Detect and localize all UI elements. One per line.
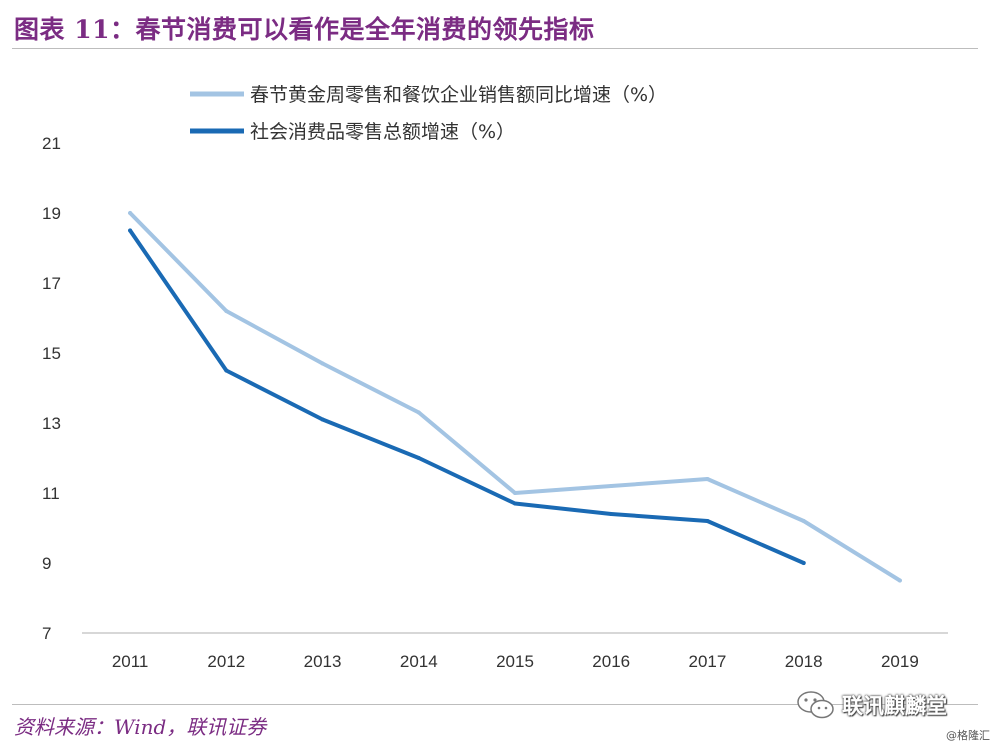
data-point [513,501,517,506]
y-tick-label: 17 [42,274,61,293]
legend: 春节黄金周零售和餐饮企业销售额同比增速（%） 社会消费品零售总额增速（%） [190,84,667,143]
watermark-text: 联讯麒麟堂 [842,694,947,718]
watermark-credit: @格隆汇 [946,729,990,742]
data-point [320,361,325,366]
y-tick-label: 13 [42,414,61,433]
x-tick-label: 2018 [785,652,823,671]
data-point [128,211,133,215]
data-point [705,477,710,481]
title-divider [12,48,978,49]
legend-label-1: 春节黄金周零售和餐饮企业销售额同比增速（%） [250,84,667,106]
wechat-icon [797,691,834,719]
y-tick-label: 19 [42,204,61,223]
x-tick-label: 2017 [689,652,727,671]
data-point [609,484,614,488]
y-tick-label: 7 [42,624,51,643]
data-point [416,410,421,415]
footer-divider [12,704,978,705]
data-point [801,561,806,565]
y-tick-label: 15 [42,344,61,363]
data-point [513,491,517,495]
series-line-2 [128,228,806,565]
legend-label-2: 社会消费品零售总额增速（%） [250,121,515,143]
data-point [801,519,806,523]
data-point [128,228,133,233]
x-tick-label: 2011 [112,652,149,671]
y-tick-label: 9 [42,554,51,573]
series-line-1 [128,211,902,583]
y-tick-label: 21 [42,134,61,153]
x-tick-label: 2019 [881,652,919,671]
chart-title: 图表 11：春节消费可以看作是全年消费的领先指标 [14,15,595,44]
x-tick-label: 2016 [592,652,630,671]
data-point [224,309,229,313]
watermark: 联讯麒麟堂 [796,688,947,722]
source-note: 资料来源：Wind，联讯证券 [14,715,267,739]
data-point [897,578,902,583]
data-point [320,417,325,422]
x-tick-label: 2014 [400,652,438,671]
data-point [609,512,614,516]
x-tick-label: 2015 [496,652,534,671]
data-point [705,519,710,523]
y-tick-label: 11 [42,484,60,503]
axes: 7 9 11 13 15 17 19 21 2011 2012 2013 2014 2015 2016 20… [42,134,948,671]
x-tick-label: 2013 [304,652,342,671]
data-point [224,368,229,373]
data-point [416,456,421,460]
series-lines [128,211,902,583]
x-tick-label: 2012 [207,652,245,671]
